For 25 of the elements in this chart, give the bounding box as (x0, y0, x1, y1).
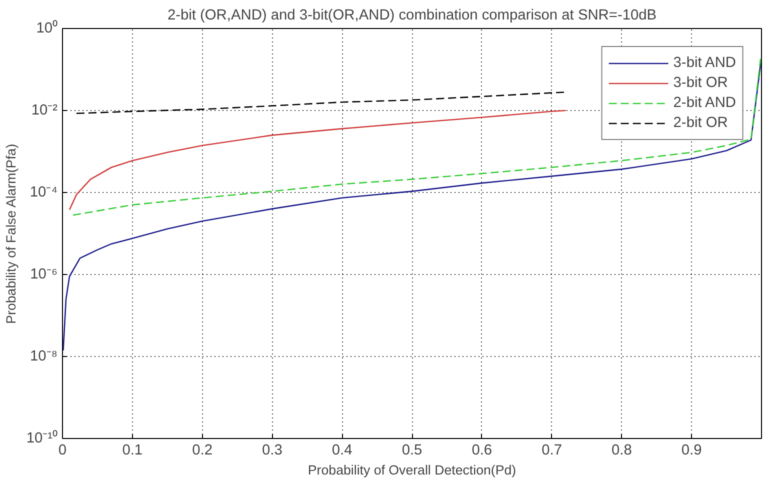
x-axis-title: Probability of Overall Detection(Pd) (308, 462, 516, 478)
line-series (72, 56, 762, 216)
x-tick-label: 0.9 (681, 442, 702, 458)
x-tick-label: 0.7 (542, 442, 562, 458)
chart-title: 2-bit (OR,AND) and 3-bit(OR,AND) combination comparison at SNR=-10dB (167, 8, 657, 24)
y-tick-label: 10⁻⁶ (30, 266, 58, 282)
y-axis-title: Probability of False Alarm(Pfa) (3, 144, 18, 324)
y-tick-label: 10⁰ (36, 20, 58, 36)
x-tick-label: 0.1 (122, 442, 143, 458)
legend-label: 3-bit OR (673, 75, 728, 91)
x-tick-label: 0 (58, 442, 67, 458)
legend-label: 3-bit AND (673, 55, 736, 71)
x-tick-label: 0.5 (402, 442, 422, 458)
y-tick-label: 10⁻⁴ (30, 184, 58, 200)
x-tick-label: 0.4 (332, 442, 352, 458)
line-series (68, 110, 566, 210)
x-tick-label: 0.3 (262, 442, 282, 458)
x-tick-label: 0.8 (612, 442, 632, 458)
x-tick-label: 0.6 (472, 442, 492, 458)
x-tick-label: 0.2 (192, 442, 212, 458)
y-tick-label: 10⁻¹⁰ (26, 430, 58, 446)
legend-label: 2-bit AND (673, 95, 736, 111)
y-tick-label: 10⁻⁸ (30, 348, 58, 364)
legend-label: 2-bit OR (673, 115, 728, 131)
y-tick-label: 10⁻² (31, 102, 58, 118)
